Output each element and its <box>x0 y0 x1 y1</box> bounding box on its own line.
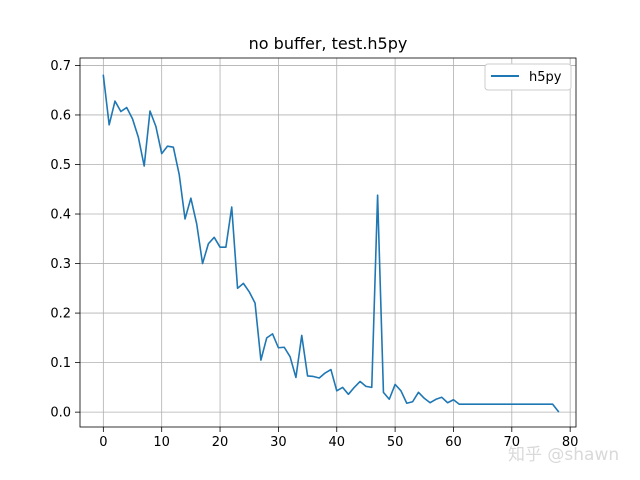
y-tick-label: 0.7 <box>50 59 71 74</box>
tick-labels: 0 10 20 30 40 50 60 70 80 0.0 0.1 0.2 0.3 0.4 0.5 0.6 0.… <box>50 59 578 450</box>
x-tick-label: 70 <box>504 435 521 450</box>
axes <box>75 57 577 432</box>
y-tick-label: 0.1 <box>50 356 71 371</box>
legend-box <box>484 63 572 91</box>
y-tick-label: 0.5 <box>50 158 71 173</box>
x-tick-label: 20 <box>212 435 229 450</box>
y-tick-label: 0.3 <box>50 257 71 272</box>
y-tick-label: 0.4 <box>50 208 71 223</box>
y-tick-label: 0.2 <box>50 307 71 322</box>
plot-frame <box>79 57 577 428</box>
x-tick-label: 60 <box>445 435 462 450</box>
x-tick-label: 10 <box>153 435 170 450</box>
x-tick-label: 50 <box>387 435 404 450</box>
x-tick-label: 80 <box>562 435 579 450</box>
x-tick-label: 0 <box>99 435 107 450</box>
x-tick-label: 40 <box>328 435 345 450</box>
legend-label-h5py: h5py <box>529 70 562 85</box>
grid-lines <box>80 58 576 427</box>
chart-title: no buffer, test.h5py <box>249 34 408 53</box>
x-tick-label: 30 <box>270 435 287 450</box>
y-tick-label: 0.0 <box>50 406 71 421</box>
series-layer <box>102 74 560 413</box>
watermark-text: 知乎 @shawn <box>508 445 619 465</box>
y-tick-label: 0.6 <box>50 108 71 123</box>
series-line-h5py <box>102 74 560 413</box>
legend: h5py <box>484 63 572 91</box>
